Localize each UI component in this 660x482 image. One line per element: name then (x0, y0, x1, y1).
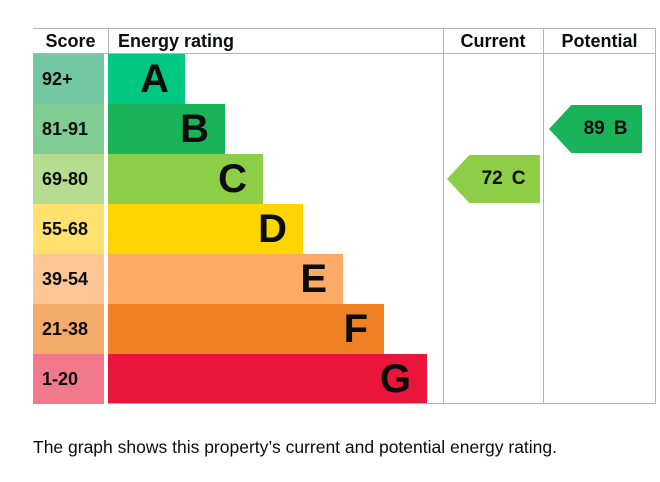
bottom-border-line (108, 403, 656, 404)
header-potential-label: Potential (561, 31, 638, 51)
rating-bar-d: D (108, 204, 303, 254)
bar-track: E (108, 254, 443, 304)
rating-bar-b: B (108, 104, 225, 154)
band-row-e: 39-54 E (33, 254, 656, 304)
right-border-line (655, 29, 656, 403)
rating-bar-a: A (108, 54, 185, 104)
bar-track: C (108, 154, 443, 204)
bar-track: D (108, 204, 443, 254)
rating-bar-g: G (108, 354, 427, 404)
band-row-d: 55-68 D (33, 204, 656, 254)
bar-track: G (108, 354, 443, 404)
score-range-label: 81-91 (33, 104, 104, 154)
current-column-divider (443, 29, 444, 403)
chart-header-row: Score Energy rating Current Potential (33, 29, 656, 53)
score-column-divider (108, 29, 109, 54)
score-range-label: 21-38 (33, 304, 104, 354)
band-row-g: 1-20 G (33, 354, 656, 404)
band-row-f: 21-38 F (33, 304, 656, 354)
band-row-c: 69-80 C (33, 154, 656, 204)
current-rating-value: 72 (481, 168, 503, 189)
potential-rating-arrow: 89 B (549, 105, 642, 153)
rating-bar-f: F (108, 304, 384, 354)
rating-bar-c: C (108, 154, 263, 204)
bar-track: B (108, 104, 443, 154)
potential-rating-value: 89 (583, 118, 605, 139)
score-range-label: 55-68 (33, 204, 104, 254)
bar-track: A (108, 54, 443, 104)
band-row-b: 81-91 B (33, 104, 656, 154)
score-range-label: 69-80 (33, 154, 104, 204)
header-rating-label: Energy rating (118, 31, 235, 51)
epc-chart: Score Energy rating Current Potential 92… (33, 28, 656, 404)
rating-bar-e: E (108, 254, 343, 304)
header-score-label: Score (45, 31, 96, 51)
score-range-label: 92+ (33, 54, 104, 104)
potential-rating-letter: B (613, 118, 628, 139)
current-rating-arrow: 72 C (447, 155, 540, 203)
header-current-label: Current (460, 31, 526, 51)
potential-column-divider (543, 29, 544, 403)
current-rating-letter: C (511, 168, 526, 189)
band-row-a: 92+ A (33, 54, 656, 104)
chart-caption: The graph shows this property’s current … (33, 437, 558, 457)
bar-track: F (108, 304, 443, 354)
score-range-label: 39-54 (33, 254, 104, 304)
header-bottom-line (33, 53, 656, 54)
score-range-label: 1-20 (33, 354, 104, 404)
